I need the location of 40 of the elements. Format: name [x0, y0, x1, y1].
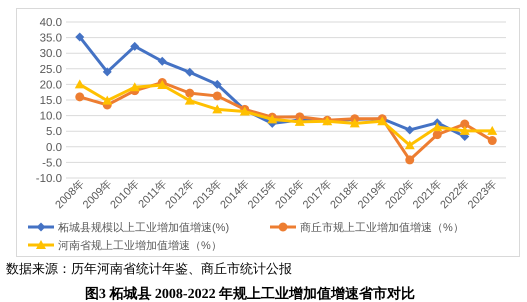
point: [102, 96, 112, 105]
point: [74, 79, 85, 88]
point: [432, 130, 442, 140]
point: [184, 96, 195, 105]
point: [460, 120, 470, 129]
y-tick-label: -5.0: [42, 157, 62, 170]
point: [75, 92, 84, 102]
y-tick-label: 30.0: [40, 48, 62, 60]
point: [212, 80, 222, 89]
point: [185, 88, 194, 98]
point: [487, 126, 498, 135]
point: [212, 104, 222, 114]
y-tick-label: 15.0: [40, 95, 62, 107]
point: [404, 140, 415, 150]
y-tick-label: 40.0: [40, 17, 62, 29]
legend-label: 商丘市规上工业增加值增速（%）: [300, 221, 464, 234]
point: [432, 122, 442, 132]
point: [460, 126, 470, 135]
y-tick-label: 0.0: [46, 142, 62, 154]
point: [130, 82, 140, 92]
point: [158, 56, 167, 66]
y-tick-label: 5.0: [46, 126, 62, 138]
point: [350, 118, 360, 128]
point: [212, 91, 222, 100]
point: [75, 32, 84, 42]
point: [130, 42, 140, 51]
y-tick-label: -10.0: [36, 173, 62, 185]
text: 图3 柘城县 2008-2022 年规上工业增加值增速省市对比: [84, 285, 416, 302]
point: [405, 155, 414, 164]
legend-label: 河南省规上工业增加值增速（%）: [58, 239, 222, 252]
y-tick-label: 35.0: [40, 32, 62, 45]
point: [488, 136, 497, 146]
point: [405, 125, 414, 134]
source-note: 数据来源：历年河南省统计年鉴、商丘市统计公报: [6, 261, 292, 276]
y-tick-label: 10.0: [40, 110, 62, 123]
y-tick-label: 20.0: [40, 79, 62, 92]
point: [185, 68, 194, 77]
legend-label: 柘城县规模以上工业增加值增速(%): [57, 221, 230, 234]
y-tick-label: 25.0: [40, 64, 62, 76]
point: [102, 67, 112, 76]
